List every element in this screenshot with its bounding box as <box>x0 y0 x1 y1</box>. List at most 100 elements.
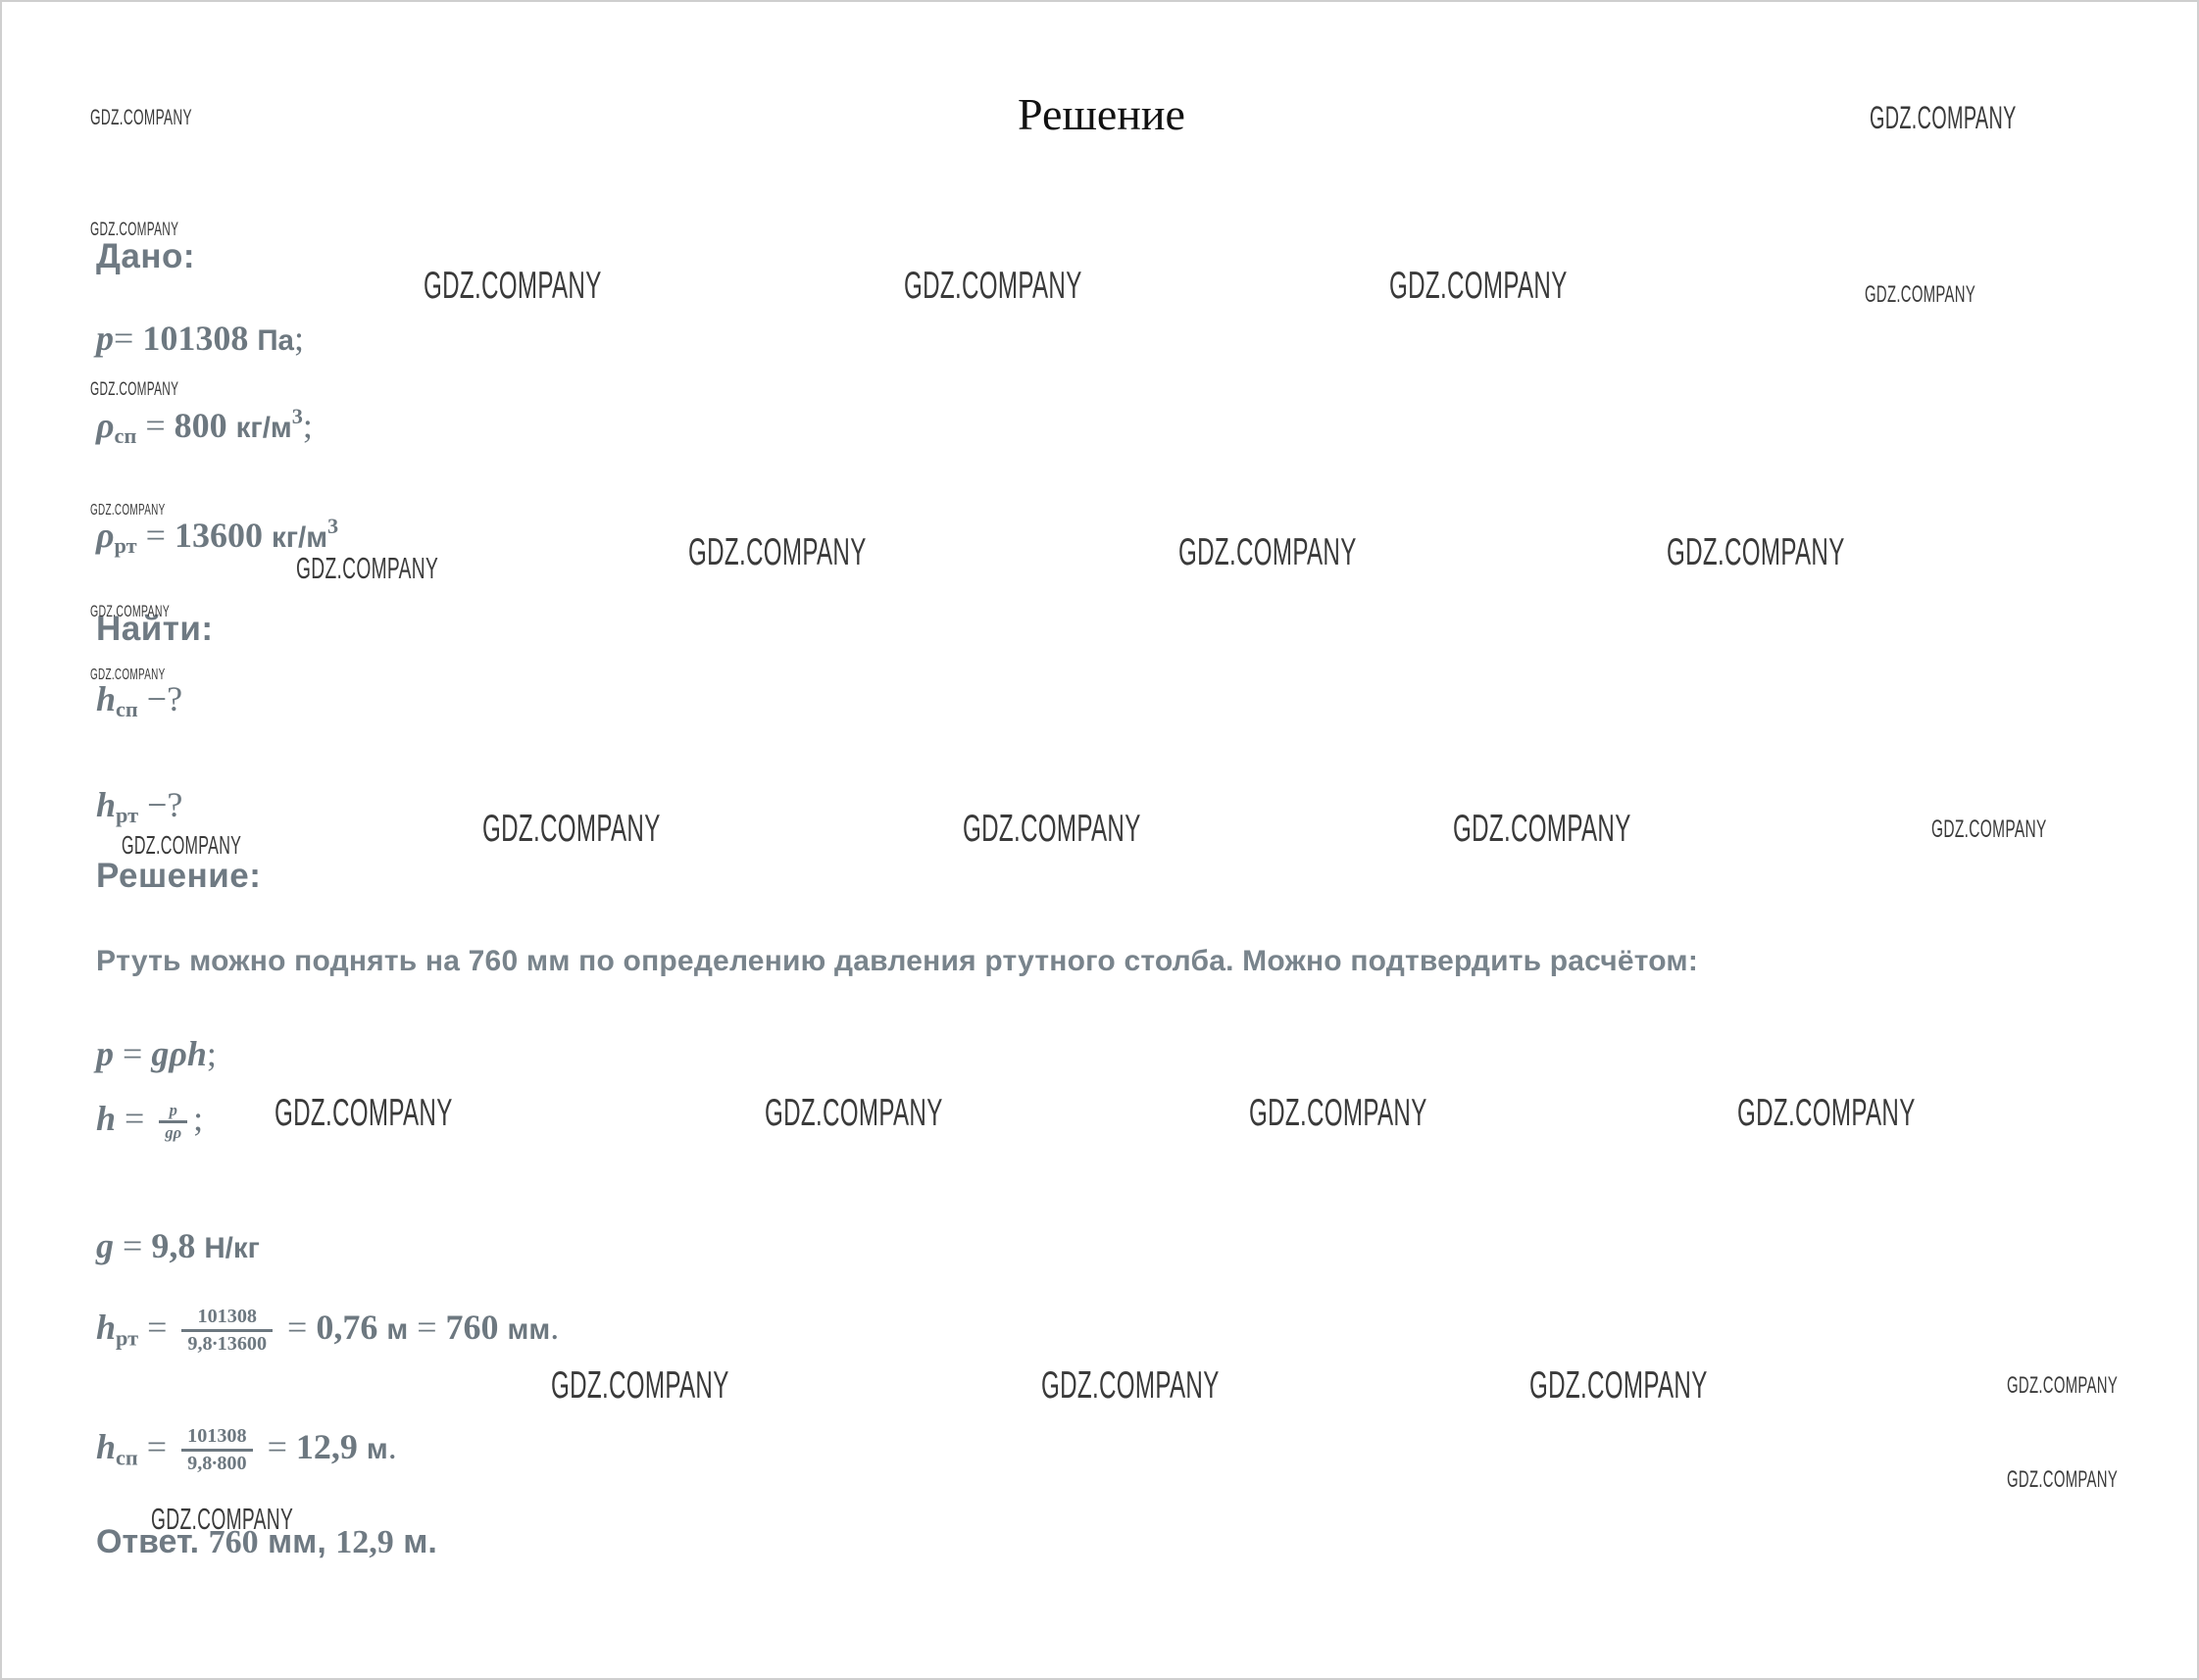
watermark-7: GDZ.COMPANY <box>90 379 179 400</box>
calc-alcohol-height: hсп = 101308 9,8∙800 = 12,9 м. <box>96 1425 397 1474</box>
gravity-constant: g = 9,8 Н/кг <box>96 1225 260 1266</box>
answer-value-1: 760 <box>208 1524 259 1560</box>
solution-heading: Решение: <box>96 857 262 895</box>
calc-alcohol-eq: = <box>146 1427 168 1467</box>
calc-alcohol-fraction: 101308 9,8∙800 <box>181 1425 253 1474</box>
calc-mercury-eq: = <box>147 1308 168 1348</box>
given-item-mercury-density: ρрт = 13600 кг/м3 <box>96 514 338 559</box>
calc-mercury-fraction: 101308 9,8∙13600 <box>181 1306 274 1355</box>
formula-pressure-tail: ; <box>206 1034 217 1073</box>
calc-mercury-symbol: h <box>96 1308 117 1348</box>
watermark-19: GDZ.COMPANY <box>1931 815 2047 843</box>
given-sup-2: 3 <box>327 514 339 538</box>
given-unit-2: кг/м <box>271 520 328 554</box>
calc-mercury-numerator: 101308 <box>197 1306 257 1327</box>
watermark-18: GDZ.COMPANY <box>1453 808 1631 850</box>
given-unit-1: кг/м <box>235 411 292 444</box>
formula-height-fraction: p gρ <box>159 1100 188 1143</box>
find-heading: Найти: <box>96 610 214 648</box>
calc-mercury-result2: 760 <box>445 1308 499 1348</box>
formula-pressure-rhs: gρh <box>151 1034 207 1073</box>
formula-height-lhs: h <box>96 1099 117 1138</box>
watermark-4: GDZ.COMPANY <box>904 265 1082 307</box>
watermark-25: GDZ.COMPANY <box>1041 1364 1220 1407</box>
calc-alcohol-denominator: 9,8∙800 <box>187 1452 247 1474</box>
gravity-eq: = <box>123 1226 143 1265</box>
gravity-unit: Н/кг <box>204 1232 260 1264</box>
watermark-26: GDZ.COMPANY <box>1529 1364 1708 1407</box>
answer-line: Ответ. 760 мм, 12,9 м. <box>96 1523 437 1561</box>
fraction-bar <box>181 1328 274 1332</box>
given-sup-1: 3 <box>291 404 303 428</box>
given-eq-1: = <box>145 405 166 445</box>
calc-mercury-sub: рт <box>116 1325 139 1351</box>
find-tail-1: −? <box>147 785 183 824</box>
formula-height-denominator: gρ <box>165 1123 182 1143</box>
watermark-22: GDZ.COMPANY <box>1249 1092 1427 1134</box>
calc-mercury-denominator: 9,8∙13600 <box>187 1332 268 1355</box>
given-value-1: 800 <box>174 405 227 445</box>
answer-unit-2: м. <box>403 1523 437 1560</box>
calc-alcohol-tail: . <box>387 1427 397 1467</box>
given-symbol-p: p <box>96 319 114 358</box>
calc-mercury-tail: . <box>550 1308 560 1348</box>
given-symbol-rho-alcohol: ρ <box>96 405 115 445</box>
given-sub-1: сп <box>114 423 137 449</box>
given-tail-0: ; <box>293 319 304 358</box>
watermark-12: GDZ.COMPANY <box>1667 531 1845 573</box>
calc-alcohol-result: 12,9 <box>295 1427 358 1467</box>
given-sub-2: рт <box>114 533 137 559</box>
formula-height-numerator: p <box>169 1100 177 1119</box>
calc-alcohol-eq2: = <box>267 1427 287 1467</box>
answer-unit-1: мм, <box>268 1523 326 1560</box>
given-symbol-rho-mercury: ρ <box>96 515 115 555</box>
given-eq-0: = <box>114 319 134 358</box>
given-value-2: 13600 <box>174 515 263 555</box>
watermark-20: GDZ.COMPANY <box>275 1092 453 1134</box>
watermark-21: GDZ.COMPANY <box>765 1092 943 1134</box>
find-sub-1: рт <box>116 803 139 828</box>
given-item-pressure: p= 101308 Па; <box>96 318 304 359</box>
page-title: Решение <box>1018 89 1185 139</box>
watermark-11: GDZ.COMPANY <box>1178 531 1357 573</box>
watermark-24: GDZ.COMPANY <box>551 1364 729 1407</box>
answer-value-2: 12,9 <box>335 1524 394 1560</box>
watermark-3: GDZ.COMPANY <box>424 265 602 307</box>
solution-statement: Ртуть можно поднять на 760 мм по определ… <box>96 945 1699 977</box>
find-item-mercury: hрт −? <box>96 784 182 828</box>
given-tail-1: ; <box>302 405 313 445</box>
answer-label: Ответ. <box>96 1523 200 1560</box>
formula-pressure-lhs: p <box>96 1034 114 1073</box>
gravity-symbol: g <box>96 1226 114 1265</box>
given-unit-0: Па <box>257 324 294 357</box>
watermark-6: GDZ.COMPANY <box>1865 281 1976 308</box>
given-heading: Дано: <box>96 237 196 275</box>
calc-mercury-height: hрт = 101308 9,8∙13600 = 0,76 м = 760 мм… <box>96 1306 559 1355</box>
fraction-bar <box>181 1448 253 1452</box>
calc-mercury-eq3: = <box>417 1308 437 1348</box>
given-item-alcohol-density: ρсп = 800 кг/м3; <box>96 404 313 449</box>
watermark-29: GDZ.COMPANY <box>2007 1466 2119 1493</box>
gravity-value: 9,8 <box>151 1226 196 1265</box>
watermark-16: GDZ.COMPANY <box>482 808 661 850</box>
watermark-5: GDZ.COMPANY <box>1389 265 1568 307</box>
calc-mercury-unit2: мм <box>507 1313 551 1347</box>
given-eq-2: = <box>145 515 166 555</box>
watermark-23: GDZ.COMPANY <box>1737 1092 1916 1134</box>
calc-alcohol-unit: м <box>366 1433 388 1466</box>
calc-mercury-unit: м <box>386 1313 409 1347</box>
calc-alcohol-sub: сп <box>116 1445 138 1470</box>
find-item-alcohol: hсп −? <box>96 678 182 722</box>
formula-pressure: p = gρh; <box>96 1033 217 1074</box>
calc-alcohol-symbol: h <box>96 1427 117 1467</box>
calc-mercury-eq2: = <box>287 1308 308 1348</box>
watermark-17: GDZ.COMPANY <box>963 808 1141 850</box>
fraction-bar <box>159 1120 188 1124</box>
find-tail-0: −? <box>146 679 183 718</box>
watermark-10: GDZ.COMPANY <box>688 531 867 573</box>
watermark-27: GDZ.COMPANY <box>2007 1372 2119 1399</box>
formula-height-eq: = <box>125 1099 145 1138</box>
find-symbol-0: h <box>96 679 117 718</box>
find-symbol-1: h <box>96 785 117 824</box>
